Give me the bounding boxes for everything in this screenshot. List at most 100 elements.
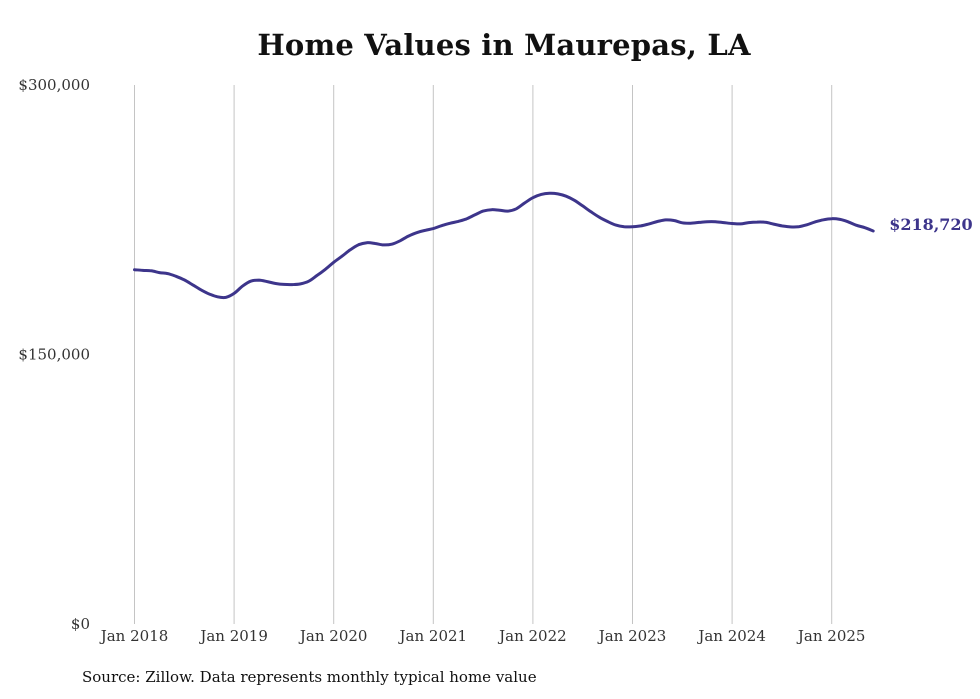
data-point xyxy=(474,214,476,216)
data-point xyxy=(623,226,625,228)
data-point xyxy=(806,224,808,226)
data-point xyxy=(656,220,659,223)
data-point xyxy=(258,279,260,281)
data-point xyxy=(183,279,186,281)
data-point xyxy=(291,283,294,286)
gridlines xyxy=(134,85,833,624)
data-point xyxy=(540,193,542,196)
line-chart: $0$150,000$300,000 Jan 2018 Jan 2019 Jan 2… xyxy=(18,76,973,645)
data-point xyxy=(590,211,592,213)
data-point xyxy=(241,285,244,288)
data-point xyxy=(233,292,235,295)
series-line-0 xyxy=(133,191,875,300)
x-tick-label: Jan 2025 xyxy=(796,627,866,645)
data-point xyxy=(266,280,269,283)
data-point xyxy=(465,218,468,220)
data-point xyxy=(631,226,634,228)
data-point xyxy=(366,241,368,244)
data-point xyxy=(424,229,426,232)
data-point xyxy=(490,208,493,211)
data-point xyxy=(723,221,725,224)
data-point xyxy=(814,221,816,223)
data-point xyxy=(847,221,850,223)
source-note: Source: Zillow. Data represents monthly … xyxy=(82,668,537,686)
data-point xyxy=(249,280,252,283)
data-point xyxy=(341,255,343,257)
x-tick-label: Jan 2023 xyxy=(597,627,667,645)
data-point xyxy=(756,221,758,223)
data-point xyxy=(739,223,742,225)
x-tick-label: Jan 2024 xyxy=(696,627,766,645)
data-point xyxy=(274,282,277,285)
data-point xyxy=(830,217,833,220)
data-point xyxy=(731,222,733,225)
data-point xyxy=(864,226,866,229)
data-point xyxy=(781,225,783,227)
x-tick-label: Jan 2019 xyxy=(198,627,268,645)
end-value-label: $218,720 xyxy=(889,215,973,234)
data-point xyxy=(532,196,534,199)
data-point xyxy=(640,225,642,227)
data-point xyxy=(764,221,767,224)
data-point xyxy=(839,218,841,221)
data-point xyxy=(283,283,285,286)
data-point xyxy=(158,271,161,274)
data-point xyxy=(689,222,692,224)
data-point xyxy=(150,270,152,272)
data-point xyxy=(615,224,617,226)
data-point xyxy=(332,261,335,264)
data-point xyxy=(598,216,601,218)
data-point xyxy=(507,210,509,212)
data-point xyxy=(772,223,775,225)
data-point xyxy=(573,199,576,202)
data-point xyxy=(440,224,443,227)
x-tick-label: Jan 2022 xyxy=(497,627,567,645)
data-point xyxy=(606,220,609,223)
data-point xyxy=(133,268,136,271)
data-point xyxy=(357,243,360,246)
data-point xyxy=(225,296,227,299)
data-point xyxy=(200,289,202,291)
data-point xyxy=(374,242,377,245)
data-point xyxy=(349,249,352,251)
data-point xyxy=(565,195,567,197)
data-point xyxy=(299,283,302,285)
data-point xyxy=(191,284,194,286)
data-point xyxy=(797,226,800,228)
series-layer: $218,720 xyxy=(133,191,973,300)
data-point xyxy=(457,220,460,223)
data-point xyxy=(216,296,219,298)
data-point xyxy=(557,193,559,195)
data-point xyxy=(515,208,518,210)
data-point xyxy=(166,272,169,275)
data-point xyxy=(872,230,874,232)
data-point xyxy=(673,219,675,222)
data-point xyxy=(548,192,551,195)
data-point xyxy=(432,227,435,230)
y-axis-ticks: $0 $150,000 $300,000 xyxy=(18,76,90,633)
data-point xyxy=(648,223,650,225)
x-tick-label: Jan 2018 xyxy=(99,627,169,645)
data-point xyxy=(747,221,750,224)
data-point xyxy=(482,210,484,212)
x-tick-label: Jan 2020 xyxy=(298,627,368,645)
data-point xyxy=(855,224,858,227)
y-tick-label: $150,000 xyxy=(18,346,90,364)
data-point xyxy=(789,226,791,228)
data-point xyxy=(523,202,526,204)
data-point xyxy=(208,293,210,295)
data-point xyxy=(449,222,451,225)
data-point xyxy=(308,280,310,283)
data-point xyxy=(664,219,667,221)
x-tick-label: Jan 2021 xyxy=(398,627,468,645)
data-point xyxy=(175,275,177,278)
data-point xyxy=(142,269,144,272)
data-point xyxy=(324,268,327,271)
data-point xyxy=(581,205,584,207)
data-point xyxy=(399,240,401,242)
data-point xyxy=(498,209,501,211)
data-point xyxy=(822,219,825,221)
data-point xyxy=(415,231,418,234)
y-tick-label: $300,000 xyxy=(18,76,90,94)
x-axis-ticks: Jan 2018 Jan 2019 Jan 2020 Jan 2021 Jan 2022… xyxy=(99,627,866,645)
